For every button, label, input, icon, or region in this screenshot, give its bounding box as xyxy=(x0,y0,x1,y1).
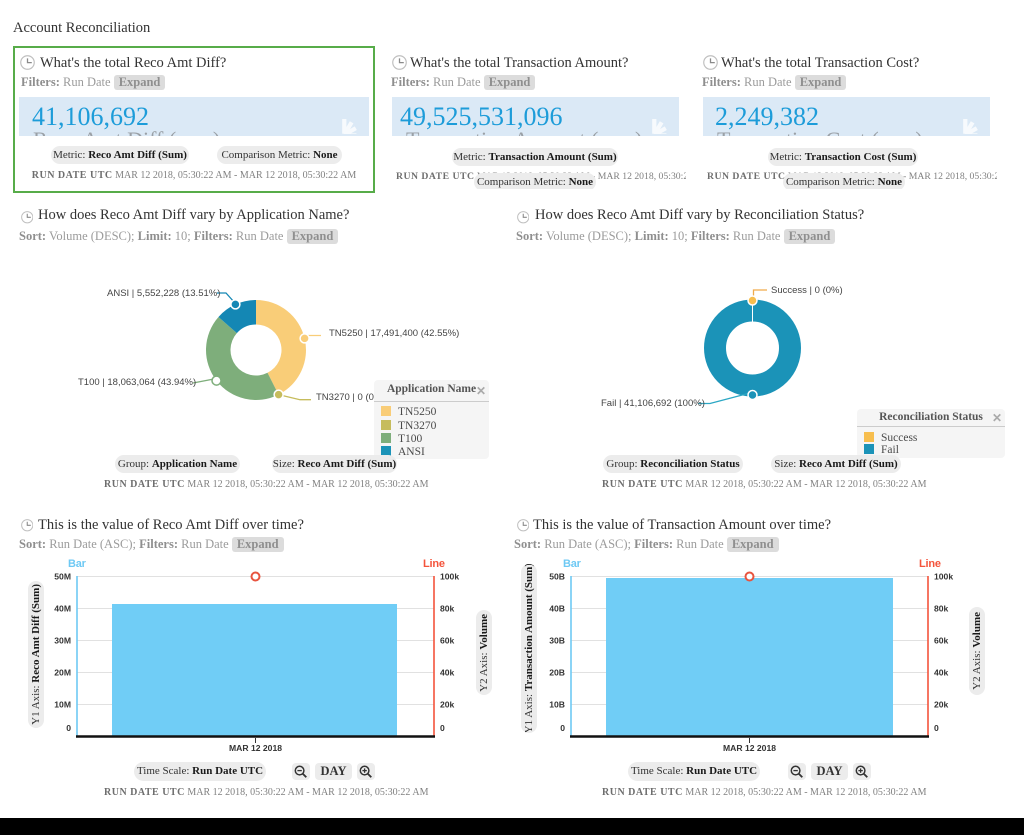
svg-text:60k: 60k xyxy=(440,636,455,646)
svg-text:MAR 12 2018: MAR 12 2018 xyxy=(229,743,282,753)
svg-text:0: 0 xyxy=(66,723,71,733)
svg-text:20M: 20M xyxy=(54,668,71,678)
svg-text:20k: 20k xyxy=(934,700,949,710)
svg-text:60k: 60k xyxy=(934,636,949,646)
svg-text:0: 0 xyxy=(560,723,565,733)
svg-text:30M: 30M xyxy=(54,636,71,646)
svg-text:20B: 20B xyxy=(549,668,565,678)
svg-text:20k: 20k xyxy=(440,700,455,710)
svg-text:80k: 80k xyxy=(440,604,455,614)
svg-text:10B: 10B xyxy=(549,700,565,710)
svg-text:40M: 40M xyxy=(54,604,71,614)
svg-text:40B: 40B xyxy=(549,604,565,614)
svg-text:100k: 100k xyxy=(934,572,953,582)
svg-text:40k: 40k xyxy=(440,668,455,678)
svg-text:50M: 50M xyxy=(54,572,71,582)
svg-text:0: 0 xyxy=(440,723,445,733)
svg-text:80k: 80k xyxy=(934,604,949,614)
svg-text:0: 0 xyxy=(934,723,939,733)
svg-text:50B: 50B xyxy=(549,572,565,582)
svg-text:40k: 40k xyxy=(934,668,949,678)
svg-text:10M: 10M xyxy=(54,700,71,710)
svg-text:MAR 12 2018: MAR 12 2018 xyxy=(723,743,776,753)
svg-text:30B: 30B xyxy=(549,636,565,646)
svg-text:100k: 100k xyxy=(440,572,459,582)
